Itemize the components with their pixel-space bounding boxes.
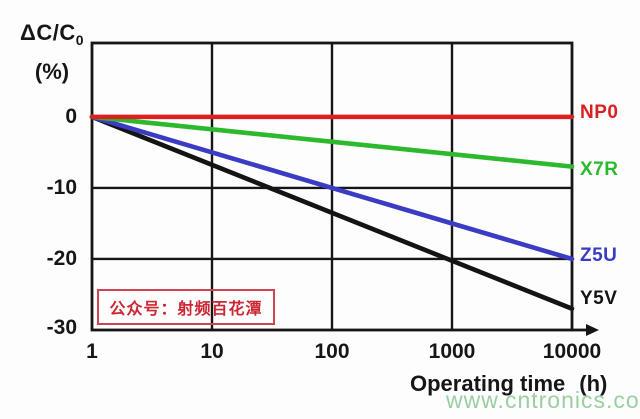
- x-tick-10: 10: [200, 340, 224, 363]
- y-tick-0: 0: [65, 105, 77, 128]
- y-axis-title: ΔC/C0: [14, 20, 90, 48]
- x-tick-1000: 1000: [428, 340, 476, 363]
- series-line-x7r: [89, 114, 575, 169]
- x-tick-1: 1: [86, 340, 98, 363]
- y-tick-minus10: -10: [46, 176, 77, 199]
- series-label-np0: NP0: [580, 102, 619, 123]
- x-tick-100: 100: [314, 340, 350, 363]
- x-axis-title: Operating time (h): [410, 371, 607, 397]
- series-label-x7r: X7R: [580, 159, 619, 180]
- plot-frame: [90, 41, 574, 332]
- y-axis-title-subscript: 0: [75, 32, 84, 48]
- series-label-y5v: Y5V: [580, 288, 618, 309]
- wechat-account-text: 公众号：射频百花潭: [109, 301, 263, 318]
- x-axis-title-unit: (h): [579, 371, 608, 396]
- x-axis-title-text: Operating time: [410, 371, 566, 396]
- series-line-y5v: [89, 114, 575, 311]
- series-line-z5u: [89, 114, 575, 262]
- y-tick-minus20: -20: [46, 247, 77, 270]
- x-tick-10000: 10000: [542, 340, 602, 363]
- y-tick-minus30: -30: [46, 316, 77, 339]
- cntronics-watermark: www.cntronics.com: [446, 387, 640, 413]
- x-axis-arrow-head: [586, 324, 599, 336]
- y-axis-title-main: ΔC/C: [20, 20, 76, 45]
- series-label-z5u: Z5U: [580, 245, 618, 266]
- y-axis-unit: (%): [34, 59, 70, 84]
- wechat-account-box: 公众号：射频百花潭: [97, 289, 275, 325]
